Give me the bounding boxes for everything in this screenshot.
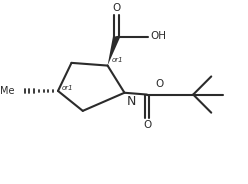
Text: OH: OH xyxy=(150,31,166,41)
Text: Me: Me xyxy=(0,86,14,96)
Polygon shape xyxy=(108,36,120,66)
Text: O: O xyxy=(112,3,121,13)
Text: or1: or1 xyxy=(112,57,124,63)
Text: or1: or1 xyxy=(62,85,74,91)
Text: N: N xyxy=(127,95,137,108)
Text: O: O xyxy=(156,79,164,89)
Text: O: O xyxy=(143,120,151,130)
